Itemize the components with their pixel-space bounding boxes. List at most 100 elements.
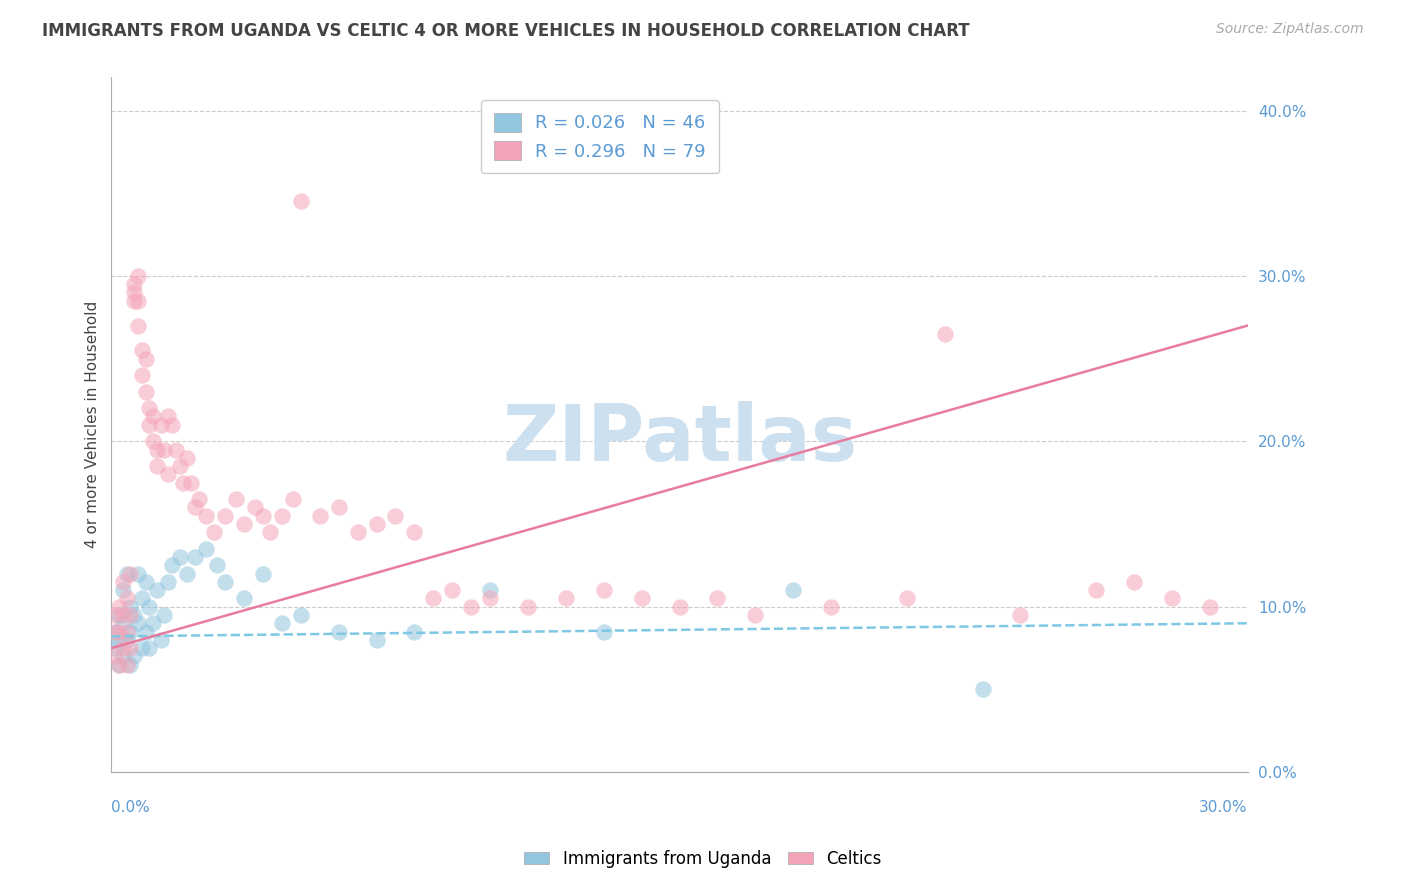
Point: [104, 624, 127, 639]
Y-axis label: 4 or more Vehicles in Household: 4 or more Vehicles in Household: [86, 301, 100, 549]
Point: [782, 583, 804, 598]
Point: [328, 500, 350, 515]
Point: [290, 194, 312, 209]
Point: [233, 516, 256, 531]
Point: [479, 591, 502, 606]
Point: [479, 583, 502, 598]
Point: [149, 632, 172, 647]
Point: [517, 599, 540, 614]
Text: 30.0%: 30.0%: [1199, 800, 1247, 815]
Point: [176, 450, 198, 465]
Point: [134, 574, 156, 589]
Point: [202, 525, 225, 540]
Point: [127, 318, 149, 333]
Point: [111, 616, 134, 631]
Point: [184, 500, 207, 515]
Point: [744, 607, 766, 622]
Point: [366, 516, 388, 531]
Point: [290, 607, 312, 622]
Point: [115, 657, 138, 672]
Point: [138, 401, 160, 416]
Point: [176, 566, 198, 581]
Point: [384, 508, 406, 523]
Point: [259, 525, 281, 540]
Point: [972, 682, 994, 697]
Point: [111, 641, 134, 656]
Point: [233, 591, 256, 606]
Point: [120, 566, 142, 581]
Point: [120, 624, 142, 639]
Point: [404, 525, 426, 540]
Point: [214, 508, 236, 523]
Point: [104, 624, 127, 639]
Point: [157, 574, 180, 589]
Point: [138, 599, 160, 614]
Point: [668, 599, 690, 614]
Text: Source: ZipAtlas.com: Source: ZipAtlas.com: [1216, 22, 1364, 37]
Point: [146, 442, 169, 457]
Point: [108, 624, 131, 639]
Point: [111, 583, 134, 598]
Point: [104, 649, 127, 664]
Text: 0.0%: 0.0%: [111, 800, 150, 815]
Point: [122, 293, 145, 308]
Point: [108, 632, 131, 647]
Point: [138, 641, 160, 656]
Point: [127, 616, 149, 631]
Point: [108, 657, 131, 672]
Point: [555, 591, 578, 606]
Point: [214, 574, 236, 589]
Point: [138, 417, 160, 432]
Point: [195, 508, 218, 523]
Point: [346, 525, 368, 540]
Point: [1010, 607, 1032, 622]
Point: [122, 607, 145, 622]
Point: [270, 616, 292, 631]
Point: [127, 268, 149, 283]
Point: [104, 641, 127, 656]
Point: [1198, 599, 1220, 614]
Point: [142, 616, 165, 631]
Point: [245, 500, 267, 515]
Point: [108, 607, 131, 622]
Point: [169, 459, 191, 474]
Point: [207, 558, 229, 573]
Point: [225, 492, 247, 507]
Point: [111, 574, 134, 589]
Point: [160, 558, 183, 573]
Point: [187, 492, 209, 507]
Point: [934, 326, 956, 341]
Point: [149, 417, 172, 432]
Point: [328, 624, 350, 639]
Point: [820, 599, 842, 614]
Point: [1161, 591, 1184, 606]
Point: [184, 550, 207, 565]
Point: [108, 657, 131, 672]
Point: [122, 277, 145, 292]
Point: [366, 632, 388, 647]
Text: IMMIGRANTS FROM UGANDA VS CELTIC 4 OR MORE VEHICLES IN HOUSEHOLD CORRELATION CHA: IMMIGRANTS FROM UGANDA VS CELTIC 4 OR MO…: [42, 22, 970, 40]
Legend: R = 0.026   N = 46, R = 0.296   N = 79: R = 0.026 N = 46, R = 0.296 N = 79: [481, 101, 718, 173]
Point: [142, 409, 165, 424]
Point: [308, 508, 330, 523]
Point: [146, 459, 169, 474]
Point: [127, 293, 149, 308]
Point: [131, 591, 153, 606]
Point: [131, 368, 153, 383]
Point: [122, 285, 145, 300]
Point: [146, 583, 169, 598]
Point: [134, 384, 156, 399]
Point: [111, 649, 134, 664]
Point: [165, 442, 187, 457]
Point: [706, 591, 728, 606]
Point: [115, 632, 138, 647]
Point: [1085, 583, 1108, 598]
Point: [131, 641, 153, 656]
Point: [153, 442, 176, 457]
Point: [157, 409, 180, 424]
Point: [283, 492, 305, 507]
Point: [1123, 574, 1146, 589]
Point: [108, 599, 131, 614]
Point: [169, 550, 191, 565]
Point: [592, 583, 614, 598]
